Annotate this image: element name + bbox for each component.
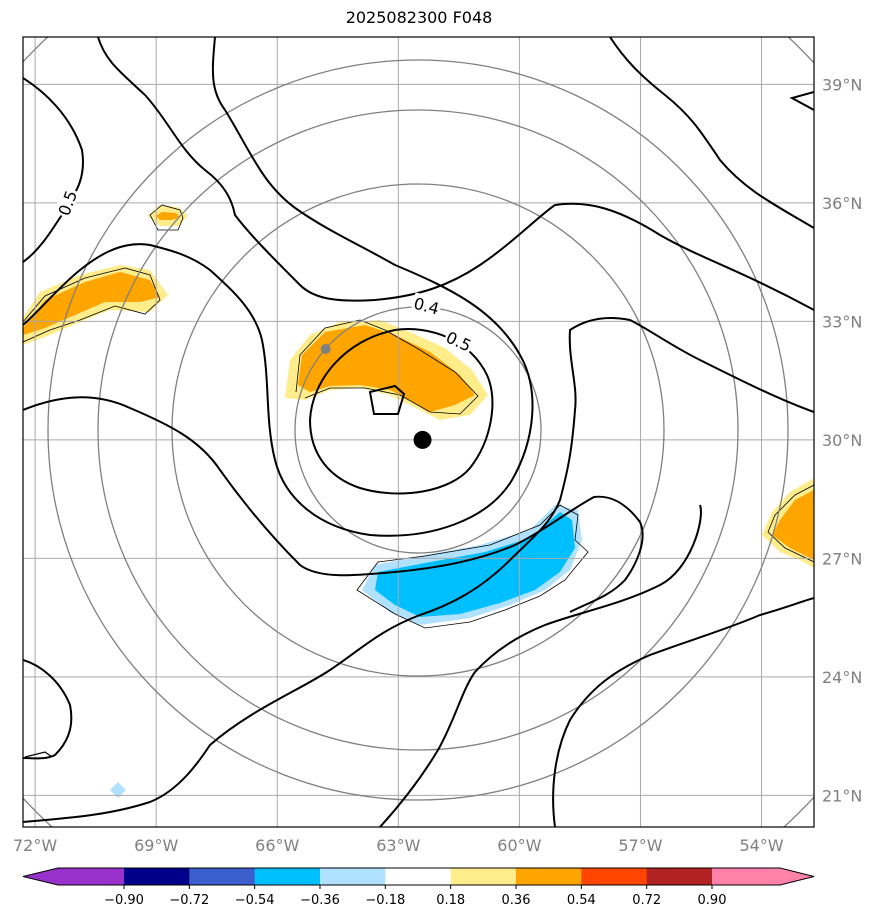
contour-line bbox=[23, 317, 814, 823]
longitude-tick-label: 57°W bbox=[618, 836, 662, 855]
colorbar-segment bbox=[646, 868, 713, 885]
contour-line bbox=[23, 37, 534, 537]
contour-label-background bbox=[410, 292, 443, 317]
colorbar-tick-label: −0.72 bbox=[169, 893, 209, 908]
contour-line bbox=[552, 597, 814, 827]
longitude-tick-label: 66°W bbox=[255, 836, 299, 855]
colorbar-tick-label: −0.54 bbox=[235, 893, 275, 908]
range-ring bbox=[171, 183, 665, 677]
negative-anomaly-spot bbox=[110, 782, 126, 798]
contour-label: 0.4 bbox=[412, 294, 442, 319]
gridline-layer bbox=[23, 37, 814, 827]
negative-anomaly-outline bbox=[356, 504, 589, 629]
positive-anomaly-outline bbox=[23, 267, 161, 343]
contour-line bbox=[789, 91, 814, 111]
positive-anomaly-core bbox=[772, 490, 814, 560]
colorbar-tick-label: 0.72 bbox=[632, 893, 661, 908]
colorbar-tick-label: −0.36 bbox=[300, 893, 340, 908]
colorbar-segment bbox=[58, 868, 124, 885]
longitude-tick-label: 72°W bbox=[13, 836, 57, 855]
colorbar: −0.90 −0.72 −0.54 −0.36 −0.18 0.18 0.36 0.54 0.7… bbox=[22, 867, 815, 908]
positive-anomaly-core bbox=[23, 272, 160, 335]
secondary-center-marker bbox=[320, 344, 331, 355]
latitude-tick-label: 36°N bbox=[822, 194, 862, 213]
latitude-tick-label: 33°N bbox=[822, 312, 862, 331]
map-frame bbox=[22, 36, 815, 828]
shaded-field-layer bbox=[23, 204, 814, 798]
colorbar-tick-label: 0.18 bbox=[436, 893, 465, 908]
contour-label-background bbox=[442, 326, 476, 355]
colorbar-segment bbox=[450, 868, 517, 885]
colorbar-segment bbox=[712, 868, 780, 885]
contour-line bbox=[23, 659, 73, 760]
colorbar-segment bbox=[124, 868, 190, 885]
colorbar-tick-label: 0.54 bbox=[567, 893, 596, 908]
colorbar-tick-label: −0.90 bbox=[104, 893, 144, 908]
positive-anomaly-outline bbox=[149, 204, 184, 231]
colorbar-segment bbox=[320, 868, 386, 885]
latitude-tick-label: 21°N bbox=[822, 786, 862, 805]
colorbar-tick-label: 0.90 bbox=[698, 893, 727, 908]
latitude-tick-label: 30°N bbox=[822, 431, 862, 450]
longitude-tick-labels: 72°W 69°W 66°W 63°W 60°W 57°W 54°W bbox=[13, 836, 784, 855]
colorbar-tick-label: 0.36 bbox=[502, 893, 531, 908]
contour-line bbox=[609, 37, 814, 229]
positive-anomaly-outline bbox=[767, 484, 814, 563]
colorbar-outline bbox=[22, 867, 815, 886]
contour-line bbox=[97, 37, 814, 311]
latitude-tick-label: 24°N bbox=[822, 668, 862, 687]
contour-line bbox=[23, 396, 644, 613]
contour-label-layer: 0.50.40.5 bbox=[53, 186, 476, 356]
colorbar-tick-label: −0.18 bbox=[365, 893, 405, 908]
contour-layer bbox=[23, 37, 814, 827]
longitude-tick-label: 63°W bbox=[376, 836, 420, 855]
colorbar-segment bbox=[189, 868, 256, 885]
colorbar-segment bbox=[254, 868, 321, 885]
contour-line bbox=[379, 504, 702, 827]
range-ring bbox=[47, 59, 789, 801]
storm-center-marker bbox=[413, 430, 432, 449]
colorbar-segment bbox=[385, 868, 452, 885]
contour-line bbox=[368, 384, 406, 415]
positive-anomaly-core bbox=[298, 325, 475, 412]
colorbar-extend-max bbox=[780, 868, 814, 885]
longitude-tick-label: 69°W bbox=[134, 836, 178, 855]
positive-anomaly-core bbox=[156, 212, 180, 220]
latitude-tick-labels: 21°N 24°N 27°N 30°N 33°N 36°N 39°N bbox=[822, 75, 862, 805]
longitude-tick-label: 60°W bbox=[497, 836, 541, 855]
colorbar-segment bbox=[516, 868, 582, 885]
longitude-tick-label: 54°W bbox=[739, 836, 783, 855]
latitude-tick-label: 39°N bbox=[822, 75, 862, 94]
colorbar-extend-min bbox=[23, 868, 58, 885]
range-ring bbox=[97, 109, 739, 751]
colorbar-segment bbox=[581, 868, 648, 885]
contour-line bbox=[23, 77, 84, 263]
contour-line bbox=[308, 328, 494, 495]
positive-anomaly-outline bbox=[295, 319, 479, 415]
contour-label-background bbox=[53, 186, 80, 219]
contour-line bbox=[24, 751, 53, 758]
map-title: 2025082300 F048 bbox=[345, 8, 493, 27]
negative-anomaly-core bbox=[375, 512, 575, 617]
latitude-tick-label: 27°N bbox=[822, 549, 862, 568]
